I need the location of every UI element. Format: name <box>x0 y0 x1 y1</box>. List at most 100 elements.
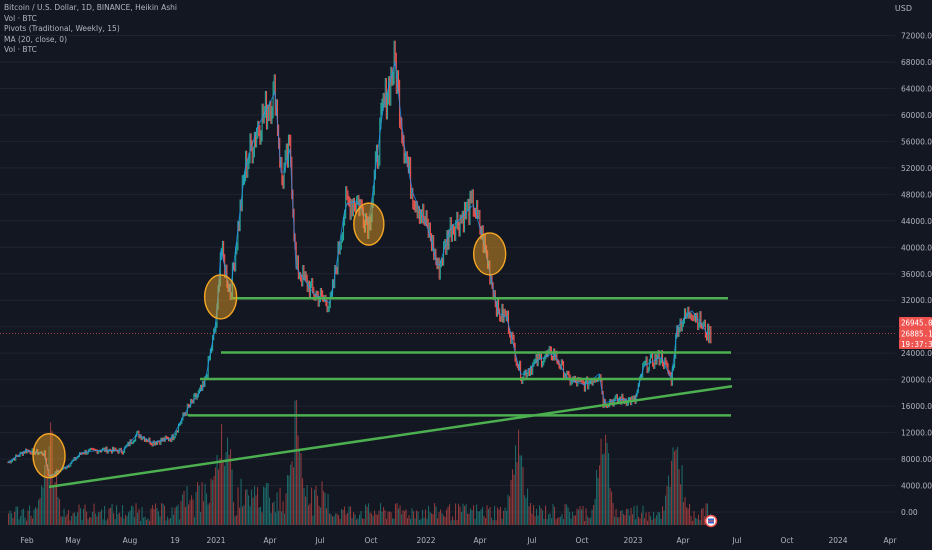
volume-bar <box>171 507 173 525</box>
volume-bar <box>663 510 665 525</box>
volume-bar <box>345 514 347 525</box>
volume-bar <box>180 501 182 525</box>
volume-bar <box>129 510 131 525</box>
volume-bar <box>588 518 590 525</box>
volume-bar <box>311 487 313 525</box>
volume-bar <box>662 506 664 525</box>
volume-bar <box>162 503 164 525</box>
volume-bar <box>398 508 400 525</box>
volume-bar <box>287 475 289 525</box>
volume-bar <box>123 518 125 525</box>
volume-bar <box>237 487 239 525</box>
y-tick-label: 44000.00 <box>901 217 932 226</box>
currency-label: USD <box>894 4 912 13</box>
highlight-circle[interactable] <box>353 202 385 246</box>
volume-bar <box>524 495 526 525</box>
y-tick-label: 36000.00 <box>901 270 932 279</box>
x-tick-label: May <box>65 536 81 545</box>
volume-bar <box>360 510 362 525</box>
x-axis: Feb May Aug 19 2021 Apr Jul Oct 2022 Apr Jul Oct 202… <box>20 536 897 545</box>
volume-bar <box>74 512 76 525</box>
volume-bar <box>405 509 407 525</box>
volume-bar <box>242 506 244 525</box>
volume-bar <box>290 464 292 525</box>
highlight-circle[interactable] <box>472 232 507 276</box>
volume-bar <box>62 516 64 525</box>
volume-bar <box>342 509 344 525</box>
x-tick-label: Apr <box>264 536 278 545</box>
volume-bar <box>413 511 415 525</box>
x-tick-label: Jul <box>526 536 536 545</box>
volume-bar <box>546 519 548 525</box>
volume-bar <box>429 512 431 525</box>
legend-volume-2[interactable]: Vol · BTC <box>4 45 37 54</box>
volume-bar <box>533 504 535 525</box>
volume-bar <box>120 516 122 525</box>
volume-bar <box>594 499 596 525</box>
volume-bar <box>491 517 493 525</box>
volume-bar <box>132 506 134 525</box>
legend-pivots[interactable]: Pivots (Traditional, Weekly, 15) <box>4 24 120 33</box>
volume-bar <box>705 503 707 525</box>
volume-bar <box>378 510 380 525</box>
volume-bar <box>93 503 95 525</box>
volume-bar <box>449 504 451 525</box>
volume-bar <box>632 514 634 525</box>
volume-bar <box>177 504 179 525</box>
volume-bar <box>666 485 668 525</box>
volume-bar <box>393 518 395 525</box>
volume-bar <box>240 478 242 525</box>
volume-bar <box>63 508 65 525</box>
volume-bar <box>182 494 184 525</box>
volume-bar <box>59 499 61 525</box>
legend-ma[interactable]: MA (20, close, 0) <box>4 34 68 44</box>
trend-line[interactable] <box>48 385 733 489</box>
volume-bar <box>125 514 127 525</box>
volume-bar <box>417 511 419 525</box>
volume-bar <box>221 424 223 525</box>
volume-bar <box>173 514 175 525</box>
highlight-circle[interactable] <box>203 274 238 320</box>
flag-icon[interactable] <box>704 514 718 528</box>
volume-bar <box>375 514 377 525</box>
y-tick-label: 60000.00 <box>901 111 932 120</box>
volume-bar <box>347 512 349 525</box>
volume-bar <box>15 506 17 525</box>
volume-bar <box>558 516 560 525</box>
volume-bar <box>590 517 592 525</box>
volume-bar <box>440 509 442 525</box>
volume-bar <box>150 508 152 525</box>
volume-bar <box>302 478 304 525</box>
volume-bar <box>531 513 533 525</box>
volume-bar <box>674 451 676 525</box>
volume-bar <box>585 508 587 525</box>
volume-bar <box>447 506 449 525</box>
legend-volume[interactable]: Vol · BTC <box>4 13 37 23</box>
volume-bar <box>684 497 686 525</box>
legend-title[interactable]: Bitcoin / U.S. Dollar, 1D, BINANCE, Heik… <box>4 3 177 12</box>
volume-bar <box>618 517 620 525</box>
volume-bar <box>356 519 358 525</box>
volume-bar <box>30 515 32 525</box>
volume-bar <box>651 519 653 525</box>
volume-bar <box>500 506 502 525</box>
volume-bar <box>702 508 704 525</box>
volume-bar <box>21 509 23 525</box>
volume-bar <box>267 483 269 525</box>
volume-bar <box>389 511 391 525</box>
highlight-circle[interactable] <box>32 433 66 479</box>
volume-bar <box>621 510 623 525</box>
volume-bar <box>381 511 383 525</box>
volume-bar <box>386 518 388 525</box>
volume-bar <box>648 512 650 525</box>
volume-bar <box>323 491 325 525</box>
volume-bar <box>512 469 514 525</box>
volume-bar <box>444 516 446 525</box>
volume-bar <box>495 520 497 525</box>
volume-bar <box>612 503 614 525</box>
volume-bar <box>41 485 43 525</box>
highlight-circles <box>32 202 507 479</box>
volume-bar <box>578 509 580 525</box>
